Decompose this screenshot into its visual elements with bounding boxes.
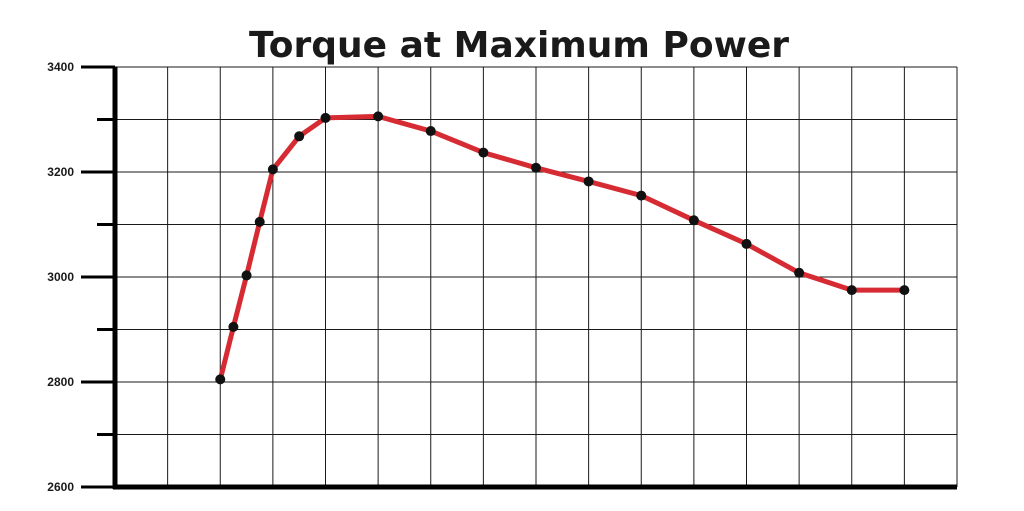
data-point-5 xyxy=(294,131,305,142)
data-point-4 xyxy=(267,164,278,175)
grid xyxy=(114,66,958,488)
data-point-10 xyxy=(531,162,541,173)
data-point-12 xyxy=(636,190,647,201)
y-tick-labels: 2600 2800 3000 3200 3400 xyxy=(47,60,74,494)
y-tick-label-2800: 2800 xyxy=(47,375,74,389)
y-tick-label-3000: 3000 xyxy=(47,270,74,284)
chart-title: Torque at Maximum Power xyxy=(249,25,789,66)
data-point-6 xyxy=(320,112,331,123)
data-point-2 xyxy=(241,270,252,281)
data-point-16 xyxy=(846,285,857,296)
series-line-0 xyxy=(217,113,907,382)
data-point-7 xyxy=(373,111,384,122)
data-point-9 xyxy=(478,147,489,158)
data-point-17 xyxy=(899,285,910,296)
data-point-15 xyxy=(794,267,805,278)
y-tick-label-3200: 3200 xyxy=(47,165,74,179)
axes xyxy=(81,65,957,490)
data-point-8 xyxy=(425,126,436,137)
data-point-1 xyxy=(228,321,239,332)
data-point-0 xyxy=(215,374,226,385)
data-point-14 xyxy=(741,238,752,249)
data-point-11 xyxy=(583,176,594,187)
y-tick-label-2600: 2600 xyxy=(47,480,74,494)
y-tick-label-3400: 3400 xyxy=(47,60,74,74)
data-point-3 xyxy=(254,216,265,227)
data-point-13 xyxy=(688,215,699,226)
series-layer xyxy=(215,111,910,385)
